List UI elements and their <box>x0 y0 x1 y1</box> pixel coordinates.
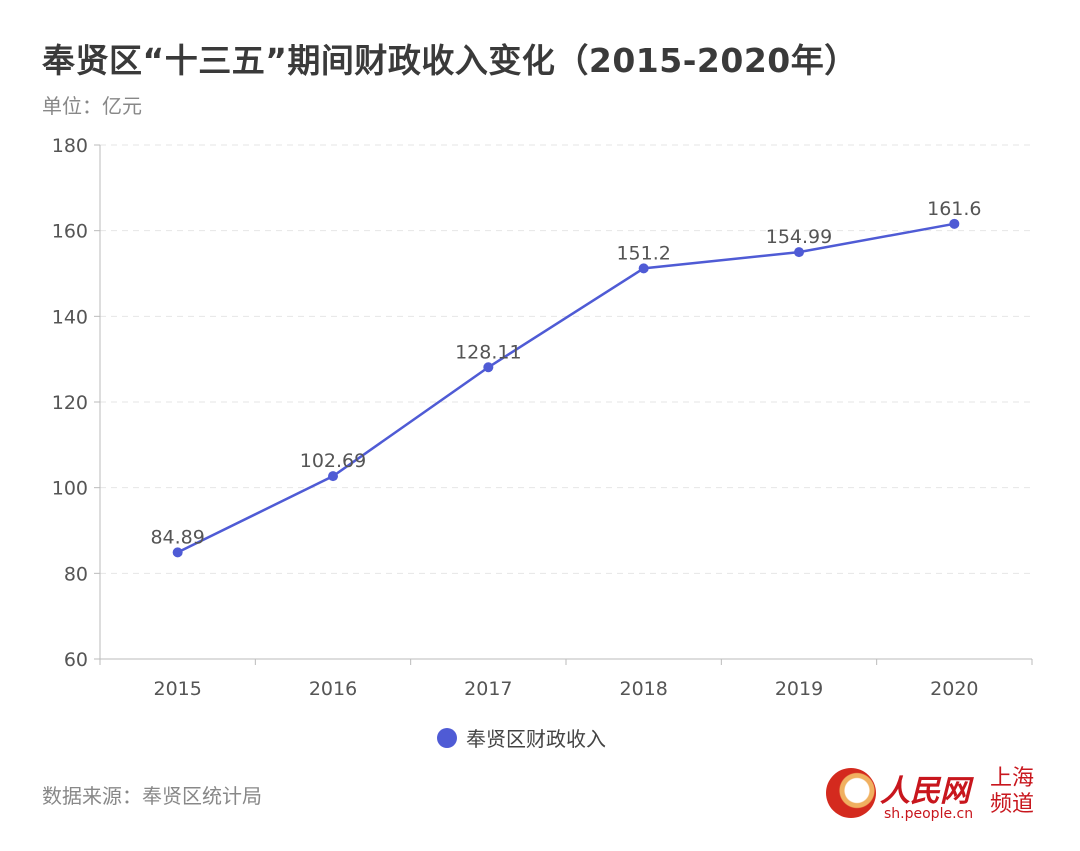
logo-icon <box>826 768 876 818</box>
data-label: 84.89 <box>150 526 204 548</box>
data-point <box>949 218 960 229</box>
x-tick-label: 2020 <box>930 678 978 700</box>
legend-marker <box>437 728 457 748</box>
x-tick-label: 2017 <box>464 678 512 700</box>
unit-label: 单位：亿元 <box>42 94 142 118</box>
chart-title: 奉贤区“十三五”期间财政收入变化（2015-2020年） <box>42 41 858 80</box>
y-tick-label: 140 <box>52 306 88 328</box>
data-point <box>638 263 649 274</box>
data-source: 数据来源：奉贤区统计局 <box>42 784 262 808</box>
data-point <box>483 362 494 373</box>
y-tick-label: 60 <box>64 649 88 671</box>
data-label: 154.99 <box>766 226 832 248</box>
logo-name: 人民网 <box>880 774 970 809</box>
logo-url: sh.people.cn <box>884 806 974 822</box>
x-tick-label: 2018 <box>619 678 667 700</box>
logo-channel: 上海频道 <box>990 766 1035 817</box>
people-cn-logo: 人民网 sh.people.cn 上海频道 <box>822 762 1052 832</box>
data-point <box>172 547 183 558</box>
data-label: 102.69 <box>300 450 366 472</box>
data-point <box>328 471 338 482</box>
series-line <box>177 222 955 554</box>
legend-label: 奉贤区财政收入 <box>466 727 606 751</box>
y-tick-label: 160 <box>52 221 88 243</box>
y-tick-label: 80 <box>64 563 88 585</box>
data-label: 128.11 <box>455 341 521 363</box>
x-tick-label: 2019 <box>775 678 823 700</box>
data-label: 151.2 <box>616 242 670 264</box>
x-tick-label: 2016 <box>309 678 357 700</box>
y-tick-label: 180 <box>52 135 88 157</box>
data-label: 161.6 <box>927 198 981 220</box>
y-tick-label: 120 <box>52 392 88 414</box>
data-point <box>794 247 804 258</box>
x-tick-label: 2015 <box>153 678 201 700</box>
y-tick-label: 100 <box>52 478 88 500</box>
